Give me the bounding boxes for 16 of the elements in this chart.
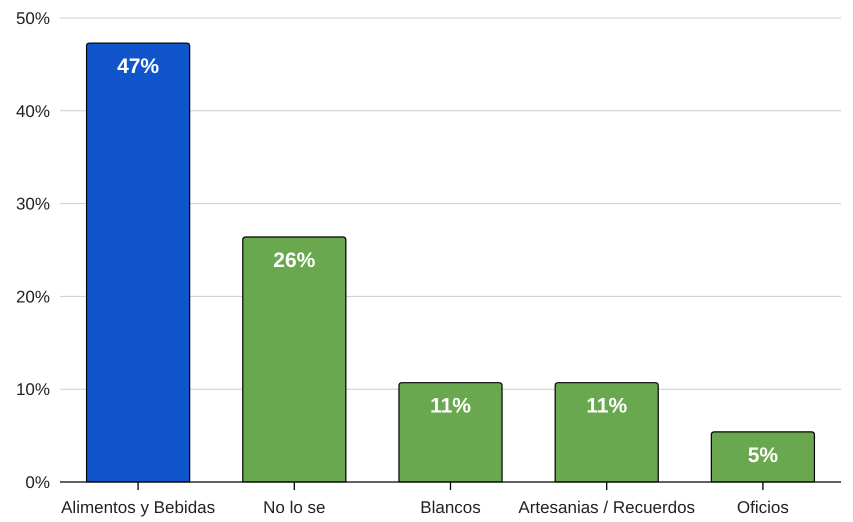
data-label: 11%	[586, 394, 628, 418]
x-tick-label: No lo se	[263, 498, 326, 518]
data-label: 26%	[273, 249, 316, 272]
y-tick-label: 10%	[16, 380, 50, 400]
x-tick-label: Alimentos y Bebidas	[61, 498, 216, 518]
data-label: 47%	[117, 55, 160, 78]
x-tick-label: Oficios	[736, 498, 789, 518]
y-tick-label: 50%	[16, 8, 50, 28]
x-tick-label: Artesanias / Recuerdos	[518, 498, 696, 518]
y-tick-label: 30%	[16, 194, 50, 214]
y-tick-label: 0%	[25, 472, 50, 492]
x-tick-label: Blancos	[420, 498, 481, 518]
data-label: 5%	[748, 444, 778, 467]
data-label: 11%	[430, 394, 472, 418]
y-tick-label: 40%	[16, 102, 50, 121]
y-tick-label: 20%	[16, 287, 50, 306]
